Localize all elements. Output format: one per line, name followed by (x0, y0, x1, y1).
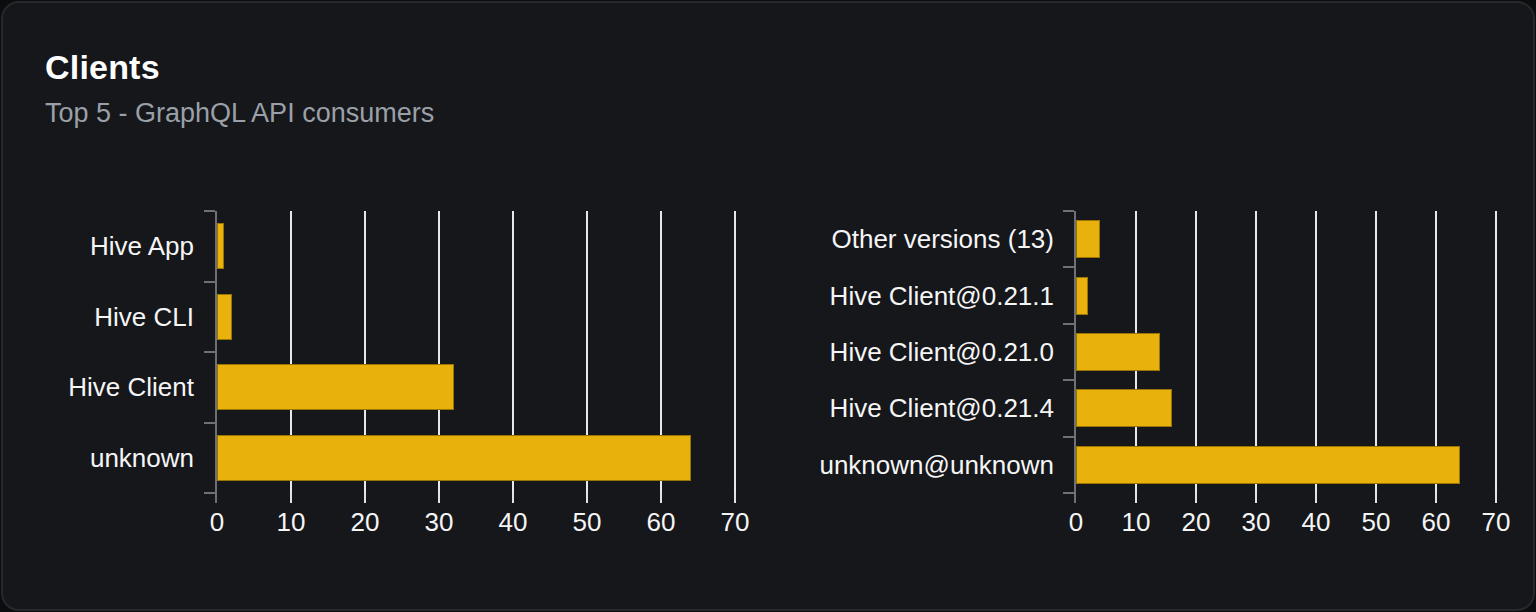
client-versions-bar-other-versions-13-[interactable] (1076, 220, 1100, 258)
client-versions-y-axis-tick (1063, 492, 1074, 494)
clients-x-tick-label: 40 (483, 507, 543, 537)
clients-y-axis-tick (204, 351, 215, 353)
clients-x-tick-label: 0 (187, 507, 247, 537)
client-versions-x-axis-tick (1375, 493, 1377, 503)
clients-gridline (734, 211, 736, 493)
clients-y-axis-tick (204, 422, 215, 424)
client-versions-x-tick-label: 0 (1046, 507, 1106, 537)
client-versions-x-axis-tick (1135, 493, 1137, 503)
client-versions-x-tick-label: 10 (1106, 507, 1166, 537)
client-versions-bar-unknown-unknown[interactable] (1076, 446, 1460, 484)
clients-y-axis-tick (204, 492, 215, 494)
client-versions-y-axis-tick (1063, 436, 1074, 438)
clients-x-axis-tick (512, 493, 514, 503)
clients-y-axis (215, 211, 217, 495)
clients-bar-unknown[interactable] (217, 435, 691, 481)
clients-bar-hive-client[interactable] (217, 364, 454, 410)
charts-area: 010203040506070Hive AppHive CLIHive Clie… (3, 3, 1533, 609)
client-versions-x-axis-tick (1255, 493, 1257, 503)
client-versions-category-label: unknown@unknown (819, 450, 1054, 480)
client-versions-bar-hive-client-0-21-0[interactable] (1076, 333, 1160, 371)
client-versions-x-axis-tick (1074, 493, 1076, 503)
clients-x-tick-label: 30 (409, 507, 469, 537)
client-versions-bar-hive-client-0-21-1[interactable] (1076, 277, 1088, 315)
client-versions-x-tick-label: 70 (1466, 507, 1526, 537)
client-versions-y-axis (1074, 211, 1076, 495)
clients-x-tick-label: 20 (335, 507, 395, 537)
clients-x-axis-tick (215, 493, 217, 503)
client-versions-category-label: Hive Client@0.21.4 (830, 393, 1054, 423)
client-versions-y-axis-tick (1063, 210, 1074, 212)
client-versions-category-label: Hive Client@0.21.1 (830, 281, 1054, 311)
clients-y-axis-tick (204, 210, 215, 212)
clients-bar-hive-cli[interactable] (217, 294, 232, 340)
client-versions-x-tick-label: 40 (1286, 507, 1346, 537)
clients-x-tick-label: 70 (705, 507, 765, 537)
client-versions-y-axis-tick (1063, 379, 1074, 381)
clients-category-label: unknown (90, 443, 194, 473)
client-versions-x-axis-tick (1435, 493, 1437, 503)
clients-x-axis-tick (734, 493, 736, 503)
client-versions-gridline (1495, 211, 1497, 493)
clients-category-label: Hive App (90, 231, 194, 261)
clients-category-label: Hive Client (68, 372, 194, 402)
client-versions-x-tick-label: 50 (1346, 507, 1406, 537)
clients-y-axis-tick (204, 281, 215, 283)
clients-x-axis-tick (438, 493, 440, 503)
client-versions-x-tick-label: 30 (1226, 507, 1286, 537)
clients-x-axis-tick (290, 493, 292, 503)
client-versions-x-axis-tick (1315, 493, 1317, 503)
dashboard-page: Clients Top 5 - GraphQL API consumers 01… (0, 0, 1536, 612)
clients-bar-hive-app[interactable] (217, 223, 224, 269)
clients-x-tick-label: 10 (261, 507, 321, 537)
client-versions-y-axis-tick (1063, 323, 1074, 325)
client-versions-y-axis-tick (1063, 266, 1074, 268)
client-versions-bar-hive-client-0-21-4[interactable] (1076, 389, 1172, 427)
clients-x-axis-tick (364, 493, 366, 503)
clients-x-tick-label: 60 (631, 507, 691, 537)
client-versions-category-label: Other versions (13) (831, 224, 1054, 254)
clients-panel: Clients Top 5 - GraphQL API consumers 01… (1, 1, 1535, 611)
client-versions-category-label: Hive Client@0.21.0 (830, 337, 1054, 367)
clients-x-axis-tick (660, 493, 662, 503)
clients-x-tick-label: 50 (557, 507, 617, 537)
client-versions-x-axis-tick (1495, 493, 1497, 503)
client-versions-x-axis-tick (1195, 493, 1197, 503)
client-versions-x-tick-label: 60 (1406, 507, 1466, 537)
clients-category-label: Hive CLI (94, 302, 194, 332)
client-versions-x-tick-label: 20 (1166, 507, 1226, 537)
clients-x-axis-tick (586, 493, 588, 503)
